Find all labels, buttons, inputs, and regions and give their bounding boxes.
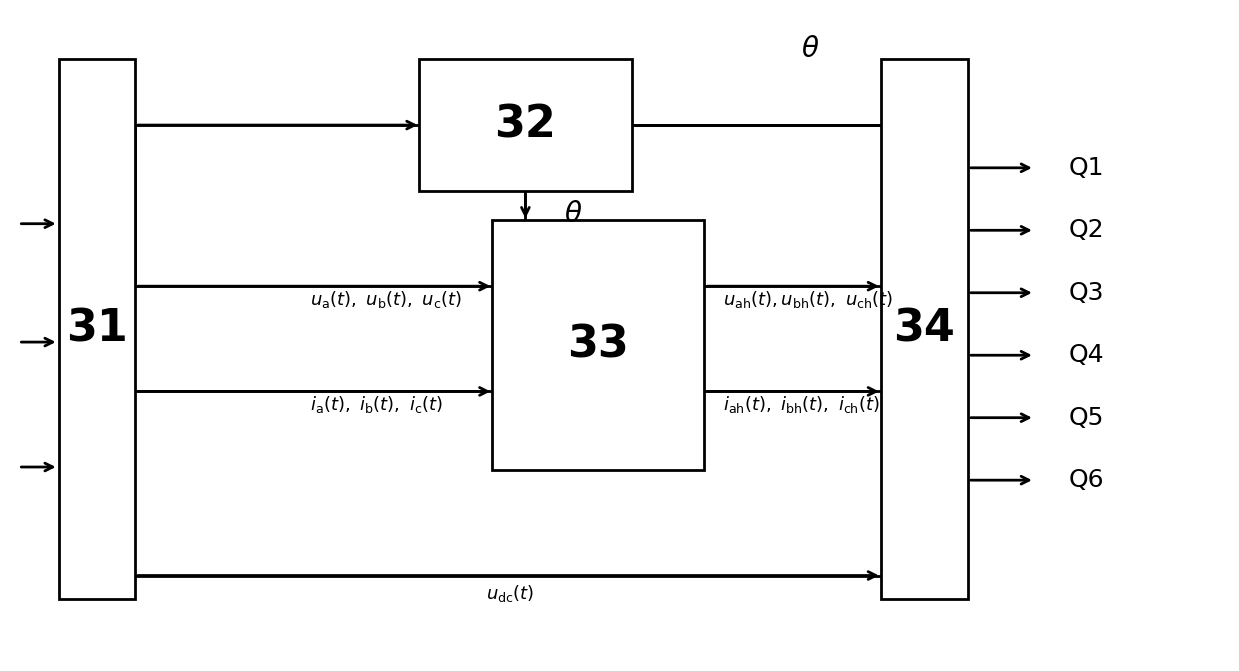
Text: Q6: Q6 <box>1069 468 1104 492</box>
Text: $u_{\mathrm{a}}(t),\ u_{\mathrm{b}}(t),\ u_{\mathrm{c}}(t)$: $u_{\mathrm{a}}(t),\ u_{\mathrm{b}}(t),\… <box>310 289 462 310</box>
Text: $i_{\mathrm{ah}}(t),\ i_{\mathrm{bh}}(t),\ i_{\mathrm{ch}}(t)$: $i_{\mathrm{ah}}(t),\ i_{\mathrm{bh}}(t)… <box>722 394 880 415</box>
Bar <box>881 59 968 599</box>
Text: $i_{\mathrm{a}}(t),\ i_{\mathrm{b}}(t),\ i_{\mathrm{c}}(t)$: $i_{\mathrm{a}}(t),\ i_{\mathrm{b}}(t),\… <box>310 394 442 415</box>
Text: $u_{\mathrm{dc}}(t)$: $u_{\mathrm{dc}}(t)$ <box>486 583 534 604</box>
Text: 33: 33 <box>567 324 629 367</box>
Text: Q1: Q1 <box>1069 156 1104 180</box>
Text: Q2: Q2 <box>1069 218 1104 242</box>
Text: $\theta$: $\theta$ <box>564 200 582 228</box>
Text: Q5: Q5 <box>1069 406 1104 429</box>
Bar <box>419 59 632 191</box>
Text: $\theta$: $\theta$ <box>800 36 819 64</box>
Text: 34: 34 <box>893 307 955 350</box>
Text: Q4: Q4 <box>1069 344 1104 367</box>
Text: 31: 31 <box>66 307 128 350</box>
Text: 32: 32 <box>494 103 556 146</box>
Text: $u_{\mathrm{ah}}(t),u_{\mathrm{bh}}(t),\ u_{\mathrm{ch}}(t)$: $u_{\mathrm{ah}}(t),u_{\mathrm{bh}}(t),\… <box>722 289 893 310</box>
Text: Q3: Q3 <box>1069 280 1104 305</box>
Bar <box>58 59 135 599</box>
Bar <box>492 220 705 470</box>
